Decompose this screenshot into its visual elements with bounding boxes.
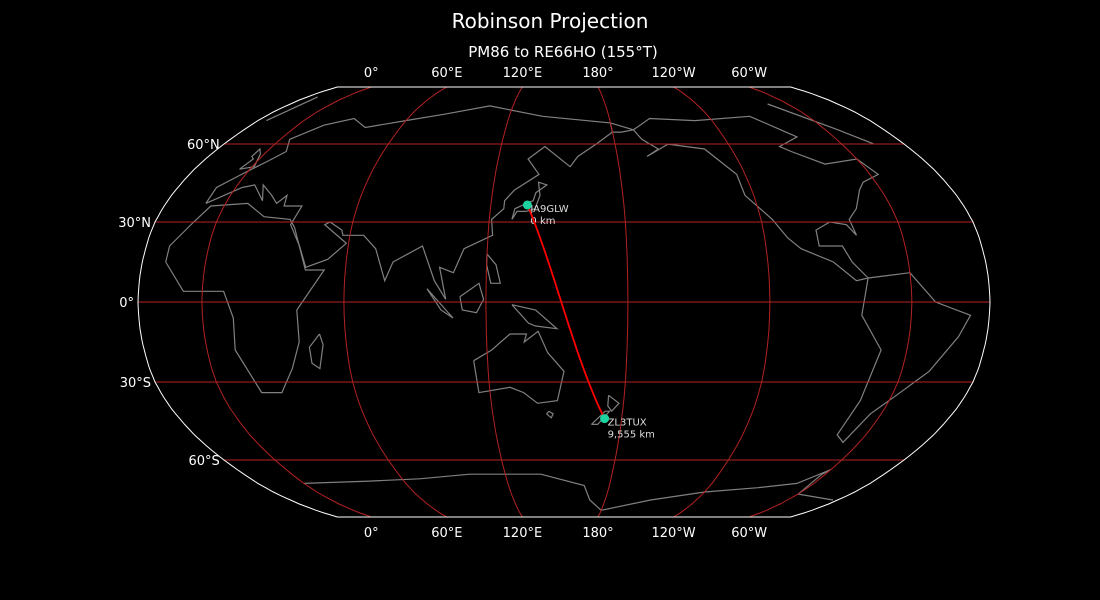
station-marker (600, 414, 610, 424)
lon-tick-label-bottom: 120°E (503, 526, 543, 541)
lon-tick-label-top: 60°W (731, 66, 767, 81)
coastline (205, 105, 614, 300)
lat-tick-label: 60°S (188, 454, 219, 469)
lat-tick-label: 30°S (120, 376, 151, 391)
lat-tick-label: 30°N (118, 216, 151, 231)
lon-tick-label-top: 120°E (503, 66, 543, 81)
coastline (308, 333, 324, 370)
coastline (426, 288, 454, 319)
lon-tick-label-bottom: 60°E (431, 526, 462, 541)
coastline (632, 115, 880, 282)
lon-tick-label-top: 120°W (651, 66, 695, 81)
route-markers (522, 200, 610, 424)
station-marker (522, 200, 532, 210)
coastline (303, 468, 834, 511)
station-distance: 9,555 km (608, 430, 655, 441)
coastline (266, 96, 875, 145)
coastline (511, 304, 559, 330)
coastline (165, 202, 326, 394)
coastline (485, 253, 502, 284)
lon-tick-label-bottom: 60°W (731, 526, 767, 541)
coastline (545, 410, 554, 419)
coastline (610, 122, 634, 133)
coastline (239, 147, 262, 170)
lon-tick-label-top: 0° (364, 66, 379, 81)
coastline (607, 394, 620, 413)
tick-labels: 0° 0° 60°E 60°E 120°E 120°E 180° 180° 120°W 120°W… (118, 66, 767, 541)
station-distance: 0 km (530, 216, 555, 227)
station-callsign: JA9GLW (529, 204, 568, 215)
lat-tick-label: 0° (119, 296, 134, 311)
lon-tick-label-bottom: 180° (582, 526, 613, 541)
lon-tick-label-bottom: 120°W (651, 526, 695, 541)
coastline (473, 330, 565, 404)
lon-tick-label-bottom: 0° (364, 526, 379, 541)
map-title: Robinson Projection (451, 9, 649, 33)
lon-tick-label-top: 180° (582, 66, 613, 81)
great-circle-path (526, 204, 606, 420)
graticule (138, 86, 990, 518)
lon-tick-label-top: 60°E (431, 66, 462, 81)
lat-tick-label: 60°N (187, 138, 220, 153)
coastline (836, 272, 972, 444)
station-callsign: ZL3TUX (608, 418, 647, 429)
map-subtitle: PM86 to RE66HO (155°T) (468, 43, 658, 61)
coastline (459, 282, 485, 314)
coastlines (165, 96, 972, 511)
map-border (137, 86, 991, 518)
